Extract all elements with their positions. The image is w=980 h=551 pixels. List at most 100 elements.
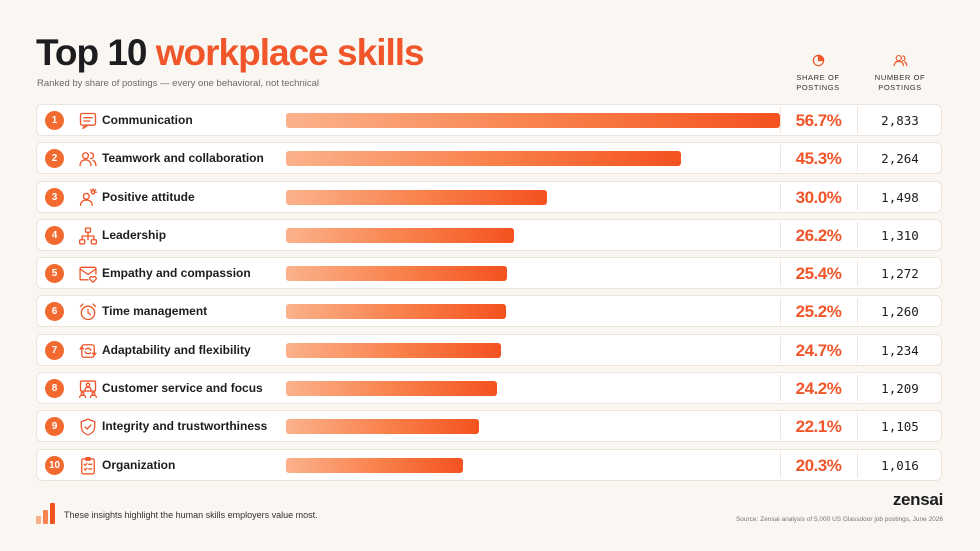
shield-check-icon bbox=[78, 417, 98, 437]
column-divider bbox=[857, 413, 858, 440]
rank-badge: 2 bbox=[45, 149, 64, 169]
rank-badge: 10 bbox=[45, 455, 64, 475]
table-row: 5 Empathy and compassion 25.4% 1,272 bbox=[36, 257, 942, 290]
skill-label: Positive attitude bbox=[102, 189, 195, 204]
rank-badge: 1 bbox=[45, 111, 64, 130]
bar-chart-icon bbox=[36, 503, 55, 524]
customer-service-icon bbox=[78, 379, 98, 399]
table-row: 2 Teamwork and collaboration 45.3% 2,264 bbox=[36, 142, 942, 175]
table-row: 7 Adaptability and flexibility 24.7% 1,234 bbox=[36, 333, 942, 366]
skills-chart: 1 Communication 56.7% 2,833 2 Teamwork and co… bbox=[36, 104, 942, 487]
org-chart-icon bbox=[78, 226, 98, 246]
bar bbox=[286, 113, 780, 128]
alarm-clock-icon bbox=[78, 302, 98, 322]
share-value: 30.0% bbox=[795, 187, 842, 207]
postings-count: 1,234 bbox=[881, 342, 919, 358]
rank-badge: 8 bbox=[45, 379, 64, 399]
skill-label: Customer service and focus bbox=[102, 381, 263, 396]
count-header-line-2: POSTINGS bbox=[878, 82, 922, 92]
postings-count: 2,833 bbox=[881, 113, 919, 128]
postings-count: 1,260 bbox=[881, 304, 919, 320]
column-divider bbox=[780, 221, 781, 248]
postings-count: 2,264 bbox=[881, 151, 919, 167]
bar bbox=[286, 381, 497, 397]
table-row: 6 Time management 25.2% 1,260 bbox=[36, 295, 942, 328]
column-divider bbox=[857, 183, 858, 210]
column-divider bbox=[857, 375, 858, 402]
bar bbox=[286, 342, 502, 358]
checklist-icon bbox=[78, 456, 98, 476]
column-divider bbox=[780, 107, 781, 133]
bar bbox=[286, 457, 463, 473]
column-divider bbox=[857, 260, 858, 287]
brand-logo: zensai bbox=[892, 490, 943, 509]
bar bbox=[286, 266, 508, 282]
column-divider bbox=[857, 107, 858, 133]
share-value: 45.3% bbox=[795, 149, 842, 169]
column-divider bbox=[857, 336, 858, 363]
table-row: 8 Customer service and focus 24.2% 1,209 bbox=[36, 372, 942, 405]
bar bbox=[286, 304, 506, 320]
column-divider bbox=[780, 336, 781, 363]
table-row: 9 Integrity and trustworthiness 22.1% 1,105 bbox=[36, 410, 942, 443]
rank-badge: 7 bbox=[45, 340, 64, 360]
column-divider bbox=[780, 298, 781, 325]
share-value: 25.4% bbox=[795, 264, 842, 284]
title-part-2: workplace skills bbox=[155, 32, 425, 73]
rank-badge: 3 bbox=[45, 187, 64, 207]
sunny-person-icon bbox=[78, 187, 98, 208]
postings-count: 1,498 bbox=[881, 189, 919, 205]
table-row: 1 Communication 56.7% 2,833 bbox=[36, 104, 942, 136]
column-divider bbox=[780, 451, 781, 478]
bar bbox=[286, 189, 548, 205]
postings-count: 1,310 bbox=[881, 227, 919, 243]
rank-badge: 4 bbox=[45, 225, 64, 245]
column-divider bbox=[857, 298, 858, 325]
column-divider bbox=[857, 451, 858, 478]
share-value: 26.2% bbox=[795, 225, 842, 245]
title-part-1: Top 10 bbox=[36, 32, 156, 73]
skill-label: Communication bbox=[102, 113, 193, 127]
chat-icon bbox=[78, 111, 98, 131]
skill-label: Organization bbox=[102, 457, 176, 472]
count-column-header: NUMBER OF POSTINGS bbox=[855, 54, 945, 92]
skill-label: Empathy and compassion bbox=[102, 266, 251, 281]
pie-chart-icon bbox=[812, 54, 824, 67]
rank-badge: 6 bbox=[45, 302, 64, 322]
rank-badge: 5 bbox=[45, 264, 64, 284]
column-divider bbox=[780, 183, 781, 210]
table-row: 10 Organization 20.3% 1,016 bbox=[36, 448, 942, 481]
share-value: 25.2% bbox=[795, 302, 842, 322]
share-value: 56.7% bbox=[795, 111, 842, 130]
cycle-arrows-icon bbox=[78, 341, 98, 361]
bar bbox=[286, 227, 515, 243]
postings-count: 1,016 bbox=[881, 457, 919, 473]
skill-label: Teamwork and collaboration bbox=[102, 151, 264, 166]
bar bbox=[286, 151, 681, 167]
column-divider bbox=[780, 260, 781, 287]
postings-count: 1,209 bbox=[881, 381, 919, 397]
heart-mail-icon bbox=[78, 264, 98, 284]
bar bbox=[286, 419, 479, 435]
share-header-line-2: POSTINGS bbox=[796, 82, 840, 92]
share-value: 22.1% bbox=[795, 417, 842, 437]
skill-label: Leadership bbox=[102, 227, 167, 242]
people-icon bbox=[893, 55, 907, 67]
source-note: Source: Zensai analysis of 5,000 US Glas… bbox=[735, 516, 943, 523]
share-column-header: SHARE OF POSTINGS bbox=[773, 54, 863, 92]
column-divider bbox=[780, 375, 781, 402]
team-icon bbox=[78, 149, 98, 169]
column-divider bbox=[780, 145, 781, 172]
postings-count: 1,105 bbox=[881, 419, 919, 435]
table-row: 4 Leadership 26.2% 1,310 bbox=[36, 218, 942, 251]
page-subtitle: Ranked by share of postings — every one … bbox=[37, 78, 319, 89]
column-divider bbox=[780, 413, 781, 440]
footer-note: These insights highlight the human skill… bbox=[64, 510, 318, 520]
rank-badge: 9 bbox=[45, 417, 64, 437]
column-divider bbox=[857, 145, 858, 172]
share-header-line-1: SHARE OF bbox=[796, 73, 840, 82]
skill-label: Adaptability and flexibility bbox=[102, 342, 251, 357]
share-value: 20.3% bbox=[795, 455, 842, 475]
skill-label: Time management bbox=[102, 304, 208, 319]
skill-label: Integrity and trustworthiness bbox=[102, 419, 268, 434]
